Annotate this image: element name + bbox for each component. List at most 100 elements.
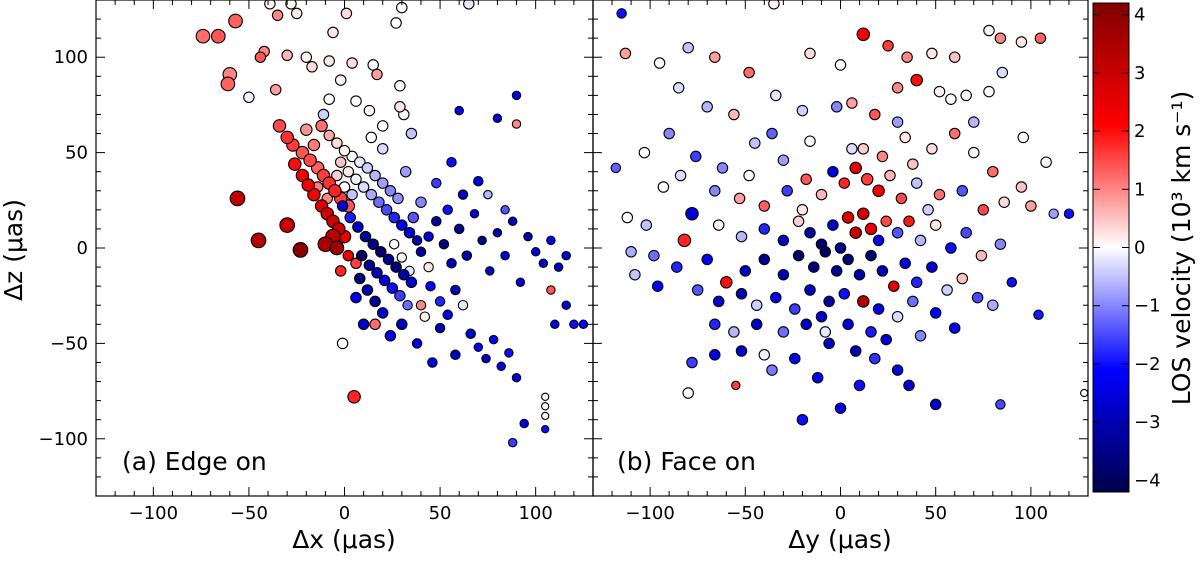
scatter-point — [653, 57, 666, 69]
scatter-point — [856, 27, 871, 42]
scatter-point — [352, 221, 364, 233]
scatter-point — [300, 51, 313, 63]
scatter-point — [914, 330, 927, 342]
scatter-point — [492, 227, 503, 238]
scatter-point — [411, 338, 423, 349]
scatter-point — [996, 66, 1009, 79]
y-tick-label: −50 — [50, 333, 88, 354]
scatter-point — [515, 277, 526, 288]
scatter-point — [342, 249, 355, 262]
scatter-point — [750, 318, 763, 331]
scatter-point — [789, 352, 801, 365]
scatter-point — [880, 215, 892, 228]
scatter-point — [800, 318, 812, 331]
scatter-point — [834, 402, 847, 414]
scatter-point — [781, 185, 793, 197]
scatter-point — [403, 226, 416, 239]
scatter-point — [846, 143, 858, 155]
scatter-point — [485, 266, 495, 276]
scatter-point — [254, 51, 267, 63]
y-tick-label: 50 — [65, 143, 88, 164]
scatter-point — [849, 161, 862, 175]
scatter-point — [342, 165, 355, 178]
scatter-point — [457, 299, 469, 311]
scatter-point — [735, 345, 748, 357]
x-tick-label: 0 — [339, 503, 350, 524]
scatter-point — [398, 268, 410, 281]
scatter-point — [376, 120, 389, 132]
scatter-point — [488, 334, 499, 345]
scatter-point — [891, 82, 904, 94]
scatter-point — [483, 189, 493, 200]
scatter-point — [842, 253, 854, 266]
scatter-point — [834, 242, 847, 254]
scatter-point — [407, 211, 420, 224]
scatter-point — [815, 310, 828, 323]
scatter-point — [405, 127, 418, 140]
scatter-point — [838, 288, 851, 300]
scatter-point — [686, 356, 698, 369]
scatter-point — [834, 59, 847, 71]
scatter-point — [541, 425, 550, 434]
scatter-point — [709, 349, 721, 361]
scatter-point — [857, 207, 870, 220]
scatter-point — [338, 144, 351, 157]
scatter-point — [701, 253, 713, 266]
scatter-point — [968, 146, 980, 159]
scatter-point — [507, 437, 518, 448]
scatter-point — [367, 238, 379, 250]
scatter-point — [481, 353, 491, 364]
scatter-point — [716, 162, 729, 174]
scatter-point — [350, 257, 362, 270]
scatter-point — [766, 364, 778, 376]
scatter-point — [285, 0, 297, 10]
scatter-point — [933, 188, 946, 201]
scatter-point — [777, 154, 790, 166]
scatter-point — [907, 295, 919, 308]
scatter-point — [948, 127, 961, 140]
scatter-point — [307, 138, 321, 152]
scatter-point — [288, 157, 302, 171]
scatter-point — [648, 249, 660, 262]
scatter-point — [454, 105, 464, 116]
scatter-point — [376, 307, 389, 319]
scatter-point — [876, 265, 889, 277]
scatter-point — [541, 411, 550, 421]
scatter-point — [690, 150, 702, 163]
scatter-point — [901, 51, 913, 63]
scatter-point — [446, 258, 457, 269]
panel-label-face-on: (b) Face on — [617, 447, 756, 476]
scatter-point — [500, 250, 510, 261]
scatter-point — [405, 276, 418, 289]
scatter-point — [983, 24, 995, 37]
scatter-point — [396, 252, 408, 263]
scatter-point — [369, 295, 381, 308]
x-tick-label: 100 — [518, 503, 552, 524]
scatter-point — [442, 309, 453, 321]
scatter-point — [872, 234, 885, 247]
scatter-point — [1033, 309, 1044, 321]
scatter-point — [804, 135, 816, 147]
scatter-point — [610, 162, 622, 174]
scatter-point — [672, 82, 685, 94]
scatter-point — [569, 319, 579, 330]
scatter-point — [530, 247, 541, 257]
scatter-point — [371, 267, 383, 279]
scatter-point — [272, 119, 287, 133]
scatter-point — [434, 296, 446, 307]
scatter-point — [860, 173, 874, 186]
scatter-point — [243, 91, 255, 104]
scatter-point — [453, 223, 465, 235]
scatter-point — [561, 300, 571, 310]
scatter-point — [701, 101, 713, 113]
scatter-point — [553, 262, 564, 272]
scatter-point — [507, 216, 518, 227]
scatter-point — [280, 130, 294, 145]
scatter-point — [415, 196, 427, 208]
scatter-point — [629, 268, 641, 281]
scatter-point — [903, 215, 915, 228]
scatter-point — [511, 372, 522, 383]
scatter-point — [228, 13, 243, 29]
scatter-point — [346, 188, 358, 201]
scatter-point — [1015, 181, 1028, 193]
